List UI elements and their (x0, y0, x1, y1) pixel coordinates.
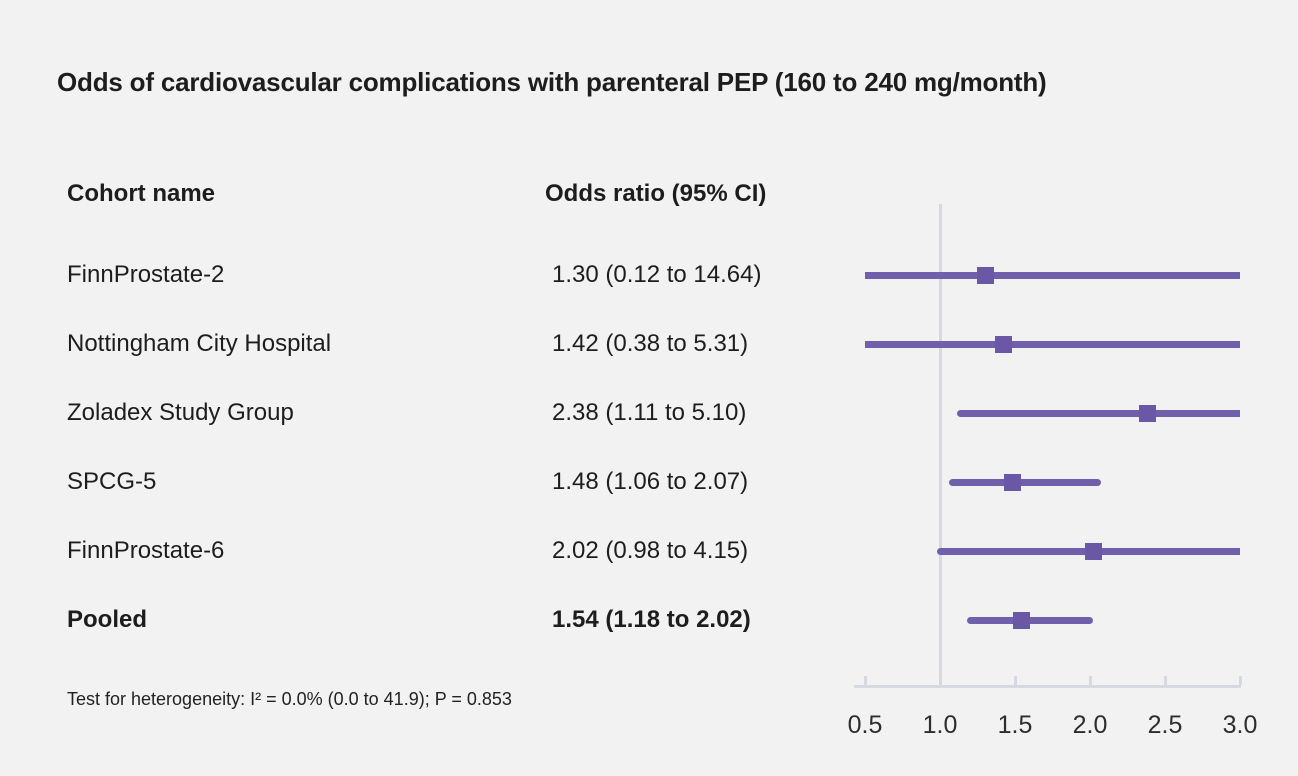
axis-tick (863, 676, 867, 685)
axis-tick-label: 3.0 (1222, 711, 1258, 739)
point-estimate-marker (976, 266, 994, 284)
x-axis-line (854, 685, 1241, 688)
axis-tick (1238, 676, 1242, 685)
row-label: Zoladex Study Group (67, 399, 294, 426)
row-value: 2.02 (0.98 to 4.15) (552, 537, 749, 564)
row-label: FinnProstate-6 (67, 537, 225, 564)
axis-tick (1088, 676, 1092, 685)
point-estimate-marker (994, 335, 1012, 353)
axis-tick (1013, 676, 1017, 685)
point-estimate-marker (1138, 404, 1156, 422)
column-header-cohort: Cohort name (67, 180, 216, 207)
axis-tick-label: 2.0 (1072, 711, 1108, 739)
row-value: 1.42 (0.38 to 5.31) (552, 330, 749, 357)
row-label: Pooled (67, 606, 148, 633)
axis-tick-label: 1.5 (997, 711, 1033, 739)
heterogeneity-footnote: Test for heterogeneity: I² = 0.0% (0.0 t… (67, 689, 512, 709)
point-estimate-marker (1012, 611, 1030, 629)
row-label: FinnProstate-2 (67, 261, 225, 288)
row-value: 1.48 (1.06 to 2.07) (552, 468, 749, 495)
row-value: 1.54 (1.18 to 2.02) (552, 606, 751, 633)
axis-tick-label: 1.0 (922, 711, 958, 739)
chart-title: Odds of cardiovascular complications wit… (57, 67, 1047, 97)
row-value: 1.30 (0.12 to 14.64) (552, 261, 762, 288)
row-label: Nottingham City Hospital (67, 330, 332, 357)
point-estimate-marker (1003, 473, 1021, 491)
axis-tick-label: 2.5 (1147, 711, 1183, 739)
reference-line (938, 204, 942, 688)
ci-line (865, 340, 1240, 348)
column-header-odds: Odds ratio (95% CI) (545, 180, 767, 207)
ci-line (865, 271, 1240, 279)
point-estimate-marker (1084, 542, 1102, 560)
row-label: SPCG-5 (67, 468, 157, 495)
ci-line (967, 616, 1093, 624)
axis-tick-label: 0.5 (847, 711, 883, 739)
ci-line (956, 409, 1240, 417)
row-value: 2.38 (1.11 to 5.10) (552, 399, 747, 426)
ci-line (949, 478, 1101, 486)
axis-tick (1163, 676, 1167, 685)
